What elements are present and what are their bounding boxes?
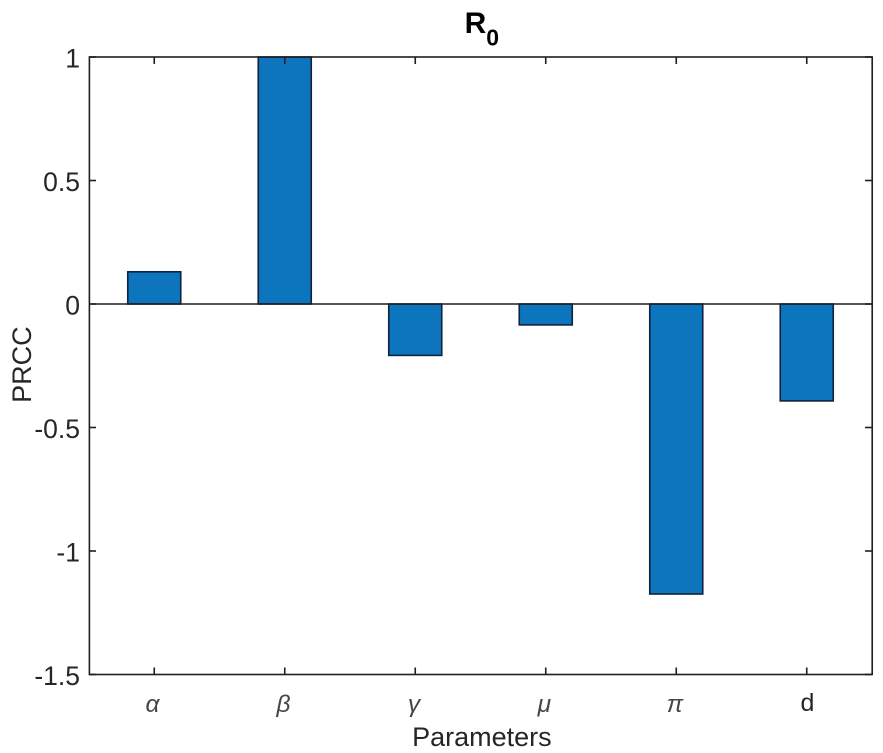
svg-text:-1: -1 <box>56 538 80 568</box>
svg-text:γ: γ <box>408 691 422 718</box>
svg-text:β: β <box>276 691 291 718</box>
svg-text:R: R <box>465 7 487 40</box>
svg-text:Parameters: Parameters <box>412 722 552 752</box>
svg-text:α: α <box>146 691 161 718</box>
svg-text:-1.5: -1.5 <box>34 661 80 691</box>
svg-text:1: 1 <box>65 44 80 74</box>
svg-text:0.5: 0.5 <box>43 167 80 197</box>
svg-text:0: 0 <box>486 25 499 51</box>
svg-text:μ: μ <box>537 691 552 718</box>
svg-text:0: 0 <box>65 291 80 321</box>
svg-text:π: π <box>667 691 684 718</box>
svg-text:-0.5: -0.5 <box>34 414 80 444</box>
svg-text:d: d <box>801 689 815 717</box>
svg-text:PRCC: PRCC <box>7 326 37 403</box>
